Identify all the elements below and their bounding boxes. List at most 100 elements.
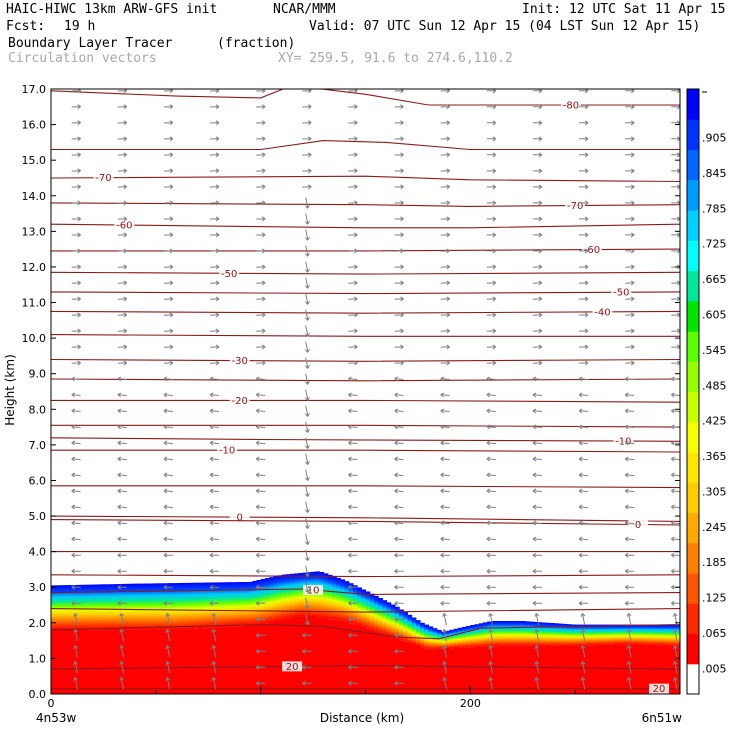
circulation-vector <box>304 373 310 385</box>
circulation-vector <box>256 216 266 222</box>
circulation-vector <box>304 453 310 465</box>
circulation-vector <box>348 392 358 398</box>
circulation-vector <box>163 392 173 398</box>
circulation-vector <box>348 104 358 110</box>
circulation-vector <box>440 360 451 366</box>
circulation-vector <box>394 488 404 494</box>
colorbar-swatch <box>687 603 699 635</box>
tracer-saturated-column <box>340 620 346 694</box>
tracer-saturated-column <box>474 647 480 694</box>
circulation-vector <box>486 152 497 158</box>
tracer-saturated-column <box>311 617 316 694</box>
circulation-vector <box>624 568 635 574</box>
tracer-gradient-column <box>235 582 241 627</box>
circulation-vector <box>532 488 542 494</box>
circulation-vector <box>394 568 404 574</box>
tracer-saturated-column <box>361 627 367 694</box>
tracer-saturated-column <box>189 629 195 694</box>
circulation-vector <box>394 168 404 174</box>
circulation-vector <box>348 584 358 590</box>
circulation-vector <box>209 472 220 478</box>
circulation-vector <box>670 520 680 526</box>
tracer-saturated-column <box>294 617 299 694</box>
tracer-saturated-column <box>285 618 291 694</box>
isotherm-contour <box>51 223 680 229</box>
tracer-saturated-column <box>126 629 132 694</box>
tracer-gradient-column <box>604 624 610 645</box>
circulation-vector <box>117 296 128 302</box>
x-axis-label: Distance (km) <box>320 711 404 725</box>
colorbar-label: .005 <box>702 662 727 675</box>
circulation-vector <box>442 613 447 626</box>
organization-label: NCAR/MMM <box>273 2 336 17</box>
circulation-vector <box>579 248 589 254</box>
y-tick-label: 7.0 <box>29 439 47 452</box>
circulation-vector <box>624 424 635 430</box>
tracer-saturated-column <box>646 644 652 694</box>
colorbar-label: .785 <box>702 202 727 215</box>
isotherm-contour <box>51 519 680 526</box>
tracer-saturated-column <box>176 629 182 694</box>
colorbar-label: .125 <box>702 592 727 605</box>
circulation-vector <box>672 629 678 642</box>
circulation-vector <box>671 344 680 350</box>
circulation-vector <box>394 152 404 158</box>
contour-label-bg <box>611 287 632 298</box>
tracer-gradient-column <box>411 617 417 645</box>
tracer-saturated-column <box>248 625 253 694</box>
circulation-vector <box>71 280 82 286</box>
circulation-vector <box>532 424 542 430</box>
tracer-gradient-column <box>252 580 258 625</box>
tracer-saturated-column <box>243 625 249 694</box>
colorbar-swatch <box>687 512 699 544</box>
isotherm-contour <box>51 140 680 151</box>
circulation-vector <box>532 104 543 110</box>
isotherm-contour <box>51 248 680 252</box>
tracer-saturated-column <box>533 646 538 694</box>
tracer-saturated-column <box>113 629 119 694</box>
tracer-saturated-column <box>562 646 568 694</box>
tracer-saturated-column <box>583 645 589 694</box>
contour-label-bg <box>565 200 586 211</box>
tracer-gradient-column <box>281 574 287 620</box>
tracer-gradient-column <box>155 583 161 630</box>
circulation-vector <box>394 216 404 222</box>
colorbar-swatch <box>687 210 699 241</box>
circulation-vector <box>211 613 217 626</box>
tracer-gradient-column <box>67 585 73 630</box>
circulation-vector <box>163 184 174 190</box>
contour-label: -70 <box>567 201 583 212</box>
tracer-gradient-column <box>642 624 648 645</box>
contour-label: -50 <box>613 288 629 299</box>
circulation-vector <box>348 568 358 574</box>
circulation-vector <box>672 677 678 690</box>
tracer-saturated-column <box>424 648 429 694</box>
circulation-vector <box>348 296 358 302</box>
circulation-vector <box>578 472 589 478</box>
tracer-saturated-column <box>403 641 408 694</box>
contour-label-bg <box>560 100 581 111</box>
tracer-gradient-column <box>202 582 207 629</box>
tracer-saturated-column <box>134 629 140 694</box>
circulation-vector <box>532 456 542 462</box>
circulation-vector <box>71 120 81 126</box>
circulation-vector <box>255 504 266 510</box>
circulation-vector <box>440 168 451 174</box>
circulation-vector <box>625 328 635 334</box>
tracer-gradient-column <box>290 573 295 618</box>
circulation-vector <box>304 309 310 321</box>
circulation-vector <box>71 568 81 574</box>
circulation-vector <box>71 488 81 494</box>
circulation-vector <box>71 104 81 110</box>
circulation-vector <box>578 424 589 430</box>
tracer-gradient-column <box>118 584 123 630</box>
circulation-vector <box>71 424 81 430</box>
circulation-vector <box>534 677 540 690</box>
tracer-saturated-column <box>436 648 442 694</box>
circulation-vector <box>255 616 266 622</box>
tracer-gradient-column <box>260 579 266 625</box>
circulation-vector <box>209 552 219 558</box>
circulation-vector <box>255 648 266 654</box>
tracer-saturated-column <box>671 645 677 694</box>
circulation-vector <box>255 376 266 382</box>
